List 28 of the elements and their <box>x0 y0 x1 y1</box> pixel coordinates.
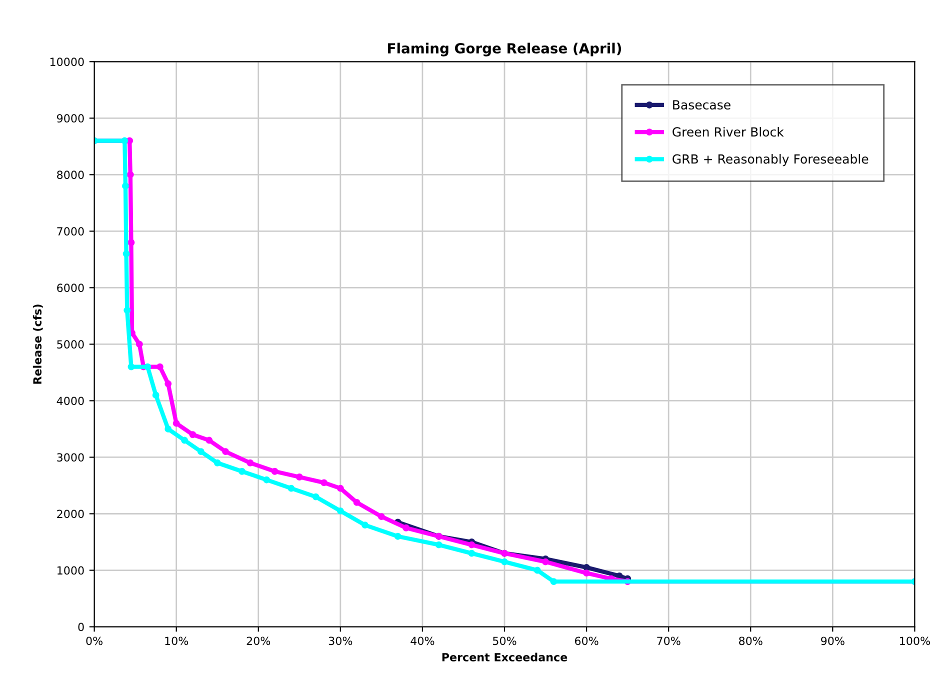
x-tick-label: 70% <box>657 636 680 646</box>
y-tick-label: 1000 <box>58 566 84 575</box>
x-axis-title: Percent Exceedance <box>442 652 568 662</box>
y-tick-label: 7000 <box>57 227 84 236</box>
y-tick-label: 6000 <box>57 284 84 292</box>
x-tick-label: 20% <box>246 636 270 646</box>
y-tick-label: 5000 <box>57 340 84 349</box>
y-tick-label: 8000 <box>57 170 84 180</box>
x-tick-label: 30% <box>328 636 352 646</box>
chart-title: Flaming Gorge Release (April) <box>388 42 622 56</box>
y-tick-label: 4000 <box>56 396 84 406</box>
legend-label: Green River Block <box>672 126 784 137</box>
x-tick-label: 100% <box>900 636 930 646</box>
y-tick-label: 9000 <box>57 114 84 123</box>
x-tick-label: 0% <box>86 636 102 646</box>
x-tick-label: 60% <box>574 636 598 646</box>
y-tick-label: 2000 <box>57 510 84 518</box>
y-tick-label: 10000 <box>50 58 84 66</box>
y-tick-label: 3000 <box>57 453 84 462</box>
y-axis-title: Release (cfs) <box>32 304 43 384</box>
x-tick-label: 10% <box>165 636 188 646</box>
legend-label: Basecase <box>673 100 730 110</box>
y-tick-label: 0 <box>78 622 84 632</box>
legend-label: GRB + Reasonably Foreseeable <box>672 154 868 166</box>
x-tick-label: 50% <box>493 636 516 646</box>
x-tick-label: 80% <box>739 636 762 646</box>
x-tick-label: 40% <box>410 636 434 646</box>
x-tick-label: 90% <box>821 636 844 646</box>
